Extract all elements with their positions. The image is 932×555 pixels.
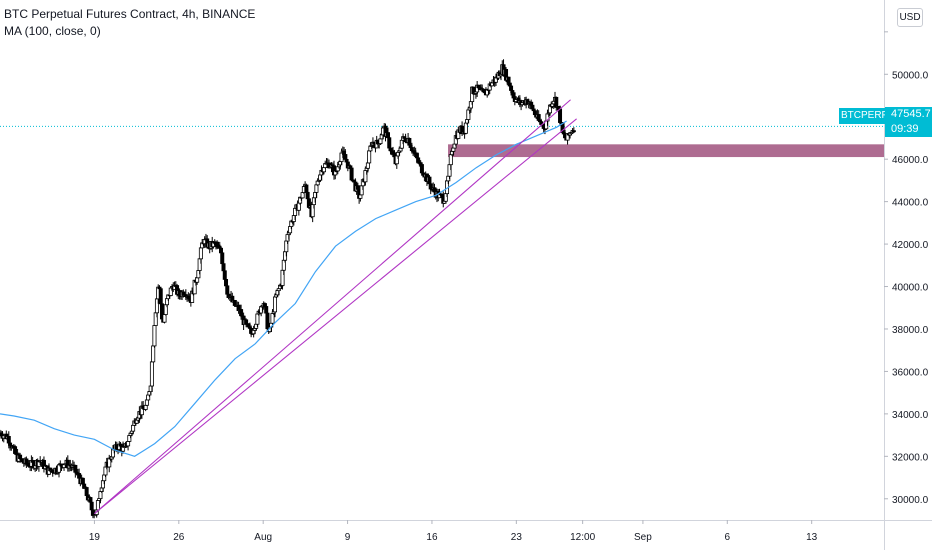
candle-body (126, 441, 131, 447)
candle-body (198, 247, 203, 260)
symbol-label: BTCPERP (839, 108, 891, 124)
candle-body (451, 147, 456, 152)
price-tick-label: 38000.0 (892, 325, 929, 336)
candle-body (358, 194, 363, 199)
price-tick-label: 46000.0 (892, 155, 929, 166)
candle-body (558, 108, 563, 123)
candle-body (151, 345, 156, 363)
bar-countdown: 09:39 (885, 122, 932, 137)
candle-body (367, 150, 372, 164)
candle-body (554, 96, 559, 108)
candle-body (95, 500, 100, 511)
candle-body (162, 314, 167, 323)
time-tick-label: Aug (254, 532, 272, 543)
trend-line (94, 99, 571, 515)
time-tick-label: 9 (345, 532, 351, 543)
candle-body (152, 325, 157, 347)
price-tick-label: 44000.0 (892, 198, 929, 209)
candle-body (220, 252, 225, 265)
candle-body (378, 138, 383, 144)
currency-button[interactable]: USD (897, 8, 923, 27)
time-tick-label: 12:00 (570, 532, 595, 543)
price-tick-label: 32000.0 (892, 452, 929, 463)
candle-body (195, 277, 200, 283)
time-tick-label: 13 (806, 532, 818, 543)
price-tick-label: 42000.0 (892, 240, 929, 251)
candle-body (448, 154, 453, 166)
candle-body (144, 399, 149, 406)
price-tick-label: 36000.0 (892, 367, 929, 378)
ma-100-line (0, 120, 567, 457)
candle-body (149, 361, 154, 387)
candle-body (244, 319, 249, 325)
time-tick-label: 6 (725, 532, 731, 543)
candle-body (224, 279, 229, 287)
time-tick-label: 16 (426, 532, 438, 543)
candle-body (272, 296, 277, 313)
last-price-tag: BTCPERP 47545.7 09:39 (837, 107, 932, 139)
time-tick-label: 26 (173, 532, 185, 543)
candle-body (89, 501, 94, 511)
chart-legend: BTC Perpetual Futures Contract, 4h, BINA… (4, 6, 255, 40)
price-tick-label: 34000.0 (892, 410, 929, 421)
price-tick-label: 40000.0 (892, 283, 929, 294)
price-tick-label: 50000.0 (892, 70, 929, 81)
candle-body (222, 270, 227, 280)
time-tick-label: Sep (634, 532, 652, 543)
candle-body (571, 130, 576, 133)
indicator-label: MA (100, close, 0) (4, 24, 101, 38)
chart-title: BTC Perpetual Futures Contract, 4h, BINA… (4, 7, 256, 21)
time-tick-label: 23 (511, 532, 523, 543)
trend-line (94, 118, 577, 515)
candle-body (349, 167, 354, 181)
support-zone (448, 144, 884, 158)
candle-body (365, 162, 370, 169)
price-tick-label: 30000.0 (892, 495, 929, 506)
time-tick-label: 19 (89, 532, 101, 543)
candle-body (131, 424, 136, 432)
last-price-label: 47545.7 (885, 107, 932, 122)
